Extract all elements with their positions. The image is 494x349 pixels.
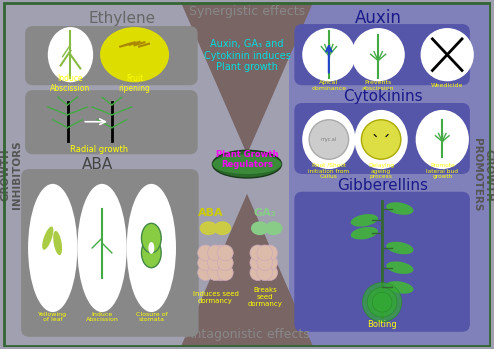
Circle shape — [262, 255, 278, 271]
Circle shape — [257, 255, 273, 271]
Circle shape — [309, 120, 349, 159]
Ellipse shape — [213, 221, 231, 235]
Circle shape — [257, 265, 273, 281]
Text: Fruit
ripening: Fruit ripening — [119, 74, 151, 93]
Circle shape — [217, 245, 233, 261]
Ellipse shape — [352, 28, 405, 81]
Ellipse shape — [148, 242, 154, 254]
Text: Synergistic effects: Synergistic effects — [189, 5, 305, 18]
Text: ABA: ABA — [198, 208, 223, 218]
Circle shape — [363, 282, 402, 322]
Circle shape — [207, 245, 223, 261]
Text: Delaying
ageing
process: Delaying ageing process — [368, 163, 394, 179]
Text: Bolting: Bolting — [367, 320, 397, 329]
Text: Closure of
stomata: Closure of stomata — [135, 312, 167, 322]
Text: GROWTH
PROMOTERS: GROWTH PROMOTERS — [472, 138, 494, 212]
Text: Yellowing
of leaf: Yellowing of leaf — [38, 312, 67, 322]
Ellipse shape — [355, 110, 408, 169]
FancyBboxPatch shape — [25, 90, 198, 154]
Ellipse shape — [351, 214, 378, 227]
Text: Promote
lateral bud
growth: Promote lateral bud growth — [426, 163, 458, 179]
Circle shape — [250, 265, 266, 281]
FancyBboxPatch shape — [294, 24, 470, 85]
Ellipse shape — [386, 281, 413, 294]
Ellipse shape — [28, 184, 78, 312]
Circle shape — [207, 265, 223, 281]
Text: Root /Shoot
initiation from
Callus: Root /Shoot initiation from Callus — [308, 163, 349, 179]
Circle shape — [207, 255, 223, 271]
Circle shape — [198, 265, 213, 281]
Polygon shape — [181, 2, 313, 154]
FancyBboxPatch shape — [294, 103, 470, 174]
Polygon shape — [181, 194, 313, 347]
Text: GA₃: GA₃ — [253, 208, 276, 218]
Circle shape — [250, 245, 266, 261]
Text: Breaks
seed
dormancy: Breaks seed dormancy — [247, 287, 282, 307]
Ellipse shape — [420, 28, 474, 81]
Ellipse shape — [265, 221, 283, 235]
Ellipse shape — [42, 227, 53, 250]
Text: Auxin: Auxin — [355, 9, 402, 27]
FancyBboxPatch shape — [21, 169, 199, 337]
Text: Induce
Abscission: Induce Abscission — [85, 312, 119, 322]
Ellipse shape — [100, 27, 169, 82]
Circle shape — [262, 245, 278, 261]
Circle shape — [212, 255, 228, 271]
Text: Cytokinins: Cytokinins — [343, 89, 423, 104]
Ellipse shape — [126, 184, 176, 312]
Circle shape — [217, 265, 233, 281]
Text: Antagonistic effects: Antagonistic effects — [185, 328, 309, 341]
Ellipse shape — [78, 184, 126, 312]
Circle shape — [198, 255, 213, 271]
Text: Auxin, GA₃ and
Cytokinin induces
Plant growth: Auxin, GA₃ and Cytokinin induces Plant g… — [204, 39, 290, 72]
Text: Radial growth: Radial growth — [70, 145, 128, 154]
Circle shape — [212, 245, 228, 261]
Text: Gibberellins: Gibberellins — [337, 178, 429, 193]
Text: ABA: ABA — [82, 157, 113, 172]
Ellipse shape — [302, 28, 356, 81]
Text: GROWTH
INHIBITORS: GROWTH INHIBITORS — [0, 141, 22, 209]
Circle shape — [368, 288, 397, 317]
Circle shape — [212, 265, 228, 281]
Text: Induce
Abscission: Induce Abscission — [50, 74, 90, 93]
Ellipse shape — [386, 261, 413, 274]
Text: Prevents
abscission: Prevents abscission — [362, 80, 394, 91]
FancyBboxPatch shape — [294, 192, 470, 332]
Ellipse shape — [141, 223, 161, 253]
Text: Induces seed
dormancy: Induces seed dormancy — [193, 291, 239, 304]
Ellipse shape — [415, 110, 469, 169]
Ellipse shape — [251, 221, 269, 235]
Circle shape — [198, 245, 213, 261]
Text: myc.al: myc.al — [321, 137, 337, 142]
Ellipse shape — [212, 150, 282, 178]
Text: Plant Growth
Regulators: Plant Growth Regulators — [216, 149, 278, 169]
Circle shape — [372, 292, 392, 312]
Circle shape — [262, 265, 278, 281]
Circle shape — [257, 245, 273, 261]
Ellipse shape — [48, 27, 93, 82]
Ellipse shape — [212, 154, 282, 174]
Bar — [289, 2, 491, 347]
Circle shape — [362, 120, 401, 159]
Bar — [3, 2, 201, 347]
Text: Weedicide: Weedicide — [431, 83, 463, 88]
Ellipse shape — [351, 227, 378, 239]
Ellipse shape — [141, 238, 161, 268]
Text: Apical
dominance: Apical dominance — [311, 80, 346, 91]
Circle shape — [250, 255, 266, 271]
Text: Ethylene: Ethylene — [88, 11, 155, 26]
Ellipse shape — [386, 242, 413, 254]
Ellipse shape — [302, 110, 356, 169]
Ellipse shape — [200, 221, 217, 235]
FancyBboxPatch shape — [25, 26, 198, 85]
Ellipse shape — [386, 202, 413, 215]
Ellipse shape — [53, 231, 62, 255]
Circle shape — [217, 255, 233, 271]
